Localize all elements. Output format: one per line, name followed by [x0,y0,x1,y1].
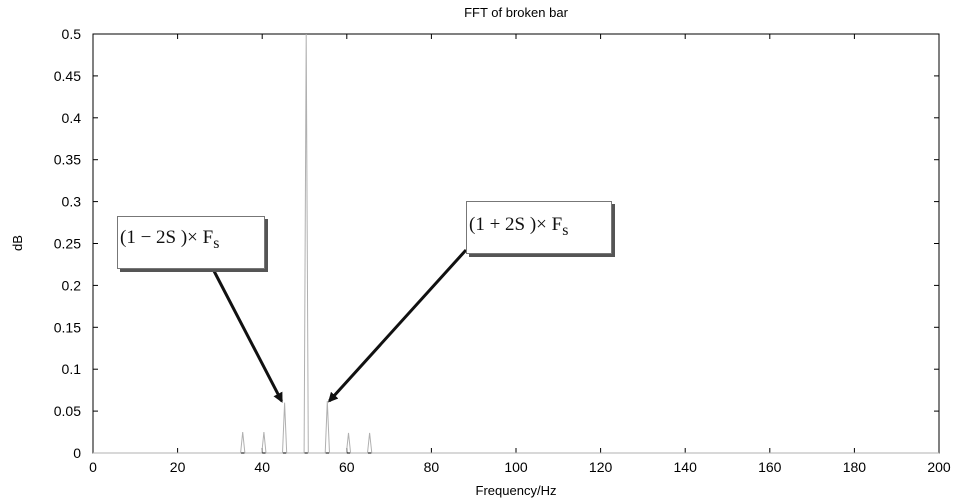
y-axis-title: dB [10,235,25,251]
y-tick-label: 0.5 [62,26,82,42]
x-axis-title: Frequency/Hz [476,483,557,498]
y-tick-label: 0.2 [62,277,82,293]
annotation-arrows [212,248,468,403]
annotation-upper-sideband-text: (1 + 2S )× F [469,214,563,235]
axis-tick-labels: 0 20 40 60 80 100 120 140 160 180 200 0 0.05 0.1 0.15 0… [54,26,951,475]
x-tick-label: 0 [89,459,97,475]
y-tick-label: 0.4 [62,110,82,126]
annotation-lower-sideband-subscript: s [213,234,220,252]
x-tick-label: 100 [504,459,528,475]
annotation-lower-sideband: (1 − 2S )× Fs [117,216,265,269]
y-tick-label: 0.05 [54,403,81,419]
fft-series-line [93,33,939,454]
y-tick-label: 0.3 [62,194,82,210]
axis-ticks [92,33,940,454]
chart-title: FFT of broken bar [464,5,568,20]
x-tick-label: 200 [927,459,951,475]
series-layer [93,33,939,454]
annotation-lower-sideband-text: (1 − 2S )× F [120,227,214,248]
x-tick-label: 180 [843,459,867,475]
annotation-arrow [328,248,468,403]
y-tick-label: 0.25 [54,236,81,252]
y-tick-label: 0 [73,445,81,461]
annotation-arrow [212,270,283,403]
x-tick-label: 60 [339,459,355,475]
x-tick-label: 40 [254,459,270,475]
annotation-upper-sideband: (1 + 2S )× Fs [466,201,612,254]
x-tick-label: 80 [424,459,440,475]
y-tick-label: 0.1 [62,361,82,377]
y-tick-label: 0.45 [54,68,81,84]
annotation-upper-sideband-subscript: s [562,221,569,239]
y-tick-label: 0.15 [54,319,81,335]
y-tick-label: 0.35 [54,152,81,168]
x-tick-label: 140 [674,459,698,475]
x-tick-label: 160 [758,459,782,475]
x-tick-label: 120 [589,459,613,475]
x-tick-label: 20 [170,459,186,475]
